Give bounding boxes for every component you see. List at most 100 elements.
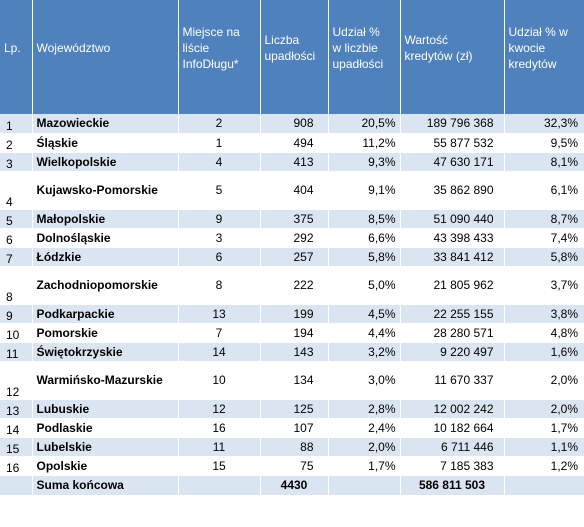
cell-udzial: 3,0% (328, 361, 401, 400)
cell-lp: 8 (0, 266, 33, 305)
cell-liczba: 143 (260, 342, 329, 362)
cell-wojewodztwo: Zachodniopomorskie (32, 266, 179, 305)
cell-liczba: 292 (260, 228, 329, 248)
cell-liczba: 413 (260, 152, 329, 172)
cell-udzial: 5,8% (328, 247, 401, 267)
cell-liczba: 125 (260, 399, 329, 419)
cell-lp: 16 (0, 456, 33, 476)
table-row: 9 Podkarpackie 13 199 4,5% 22 255 155 3,… (0, 304, 584, 324)
cell-liczba: 375 (260, 209, 329, 229)
cell-udzial: 4,4% (328, 323, 401, 343)
total-lp-empty (0, 474, 33, 496)
table-row: 14 Podlaskie 16 107 2,4% 10 182 664 1,7% (0, 418, 584, 438)
cell-miejsce: 11 (178, 437, 261, 457)
total-udzial-empty (328, 474, 401, 496)
cell-liczba: 404 (260, 171, 329, 210)
table-row: 7 Łódzkie 6 257 5,8% 33 841 412 5,8% (0, 247, 584, 267)
table-row: 11 Świętokrzyskie 14 143 3,2% 9 220 497 … (0, 342, 584, 362)
cell-udzial: 2,4% (328, 418, 401, 438)
cell-wartosc: 6 711 446 (400, 437, 505, 457)
cell-wojewodztwo: Wielkopolskie (32, 152, 179, 172)
header-wartosc: Wartość kredytów (zł) (400, 0, 505, 114)
header-row: Lp. Województwo Miejsce na liście InfoDł… (0, 0, 584, 114)
cell-udzial: 6,6% (328, 228, 401, 248)
cell-udzial: 11,2% (328, 133, 401, 153)
cell-miejsce: 6 (178, 247, 261, 267)
table-row: 5 Małopolskie 9 375 8,5% 51 090 440 8,7% (0, 209, 584, 229)
cell-lp: 11 (0, 342, 33, 362)
cell-wojewodztwo: Podlaskie (32, 418, 179, 438)
cell-miejsce: 15 (178, 456, 261, 476)
bankruptcy-table: Lp. Województwo Miejsce na liście InfoDł… (0, 0, 584, 496)
table-row: 10 Pomorskie 7 194 4,4% 28 280 571 4,8% (0, 323, 584, 343)
cell-wojewodztwo: Lubelskie (32, 437, 179, 457)
table-row: 3 Wielkopolskie 4 413 9,3% 47 630 171 8,… (0, 152, 584, 172)
cell-udzial: 9,3% (328, 152, 401, 172)
header-lp: Lp. (0, 0, 33, 114)
cell-udzial: 9,1% (328, 171, 401, 210)
cell-udzial: 4,5% (328, 304, 401, 324)
table-row: 6 Dolnośląskie 3 292 6,6% 43 398 433 7,4… (0, 228, 584, 248)
cell-wartosc: 22 255 155 (400, 304, 505, 324)
table-row: 13 Lubuskie 12 125 2,8% 12 002 242 2,0% (0, 399, 584, 419)
table-row: 12 Warmińsko-Mazurskie 10 134 3,0% 11 67… (0, 361, 584, 400)
cell-lp: 10 (0, 323, 33, 343)
cell-udzial-kwota: 1,1% (504, 437, 584, 457)
cell-liczba: 257 (260, 247, 329, 267)
cell-miejsce: 5 (178, 171, 261, 210)
cell-liczba: 107 (260, 418, 329, 438)
cell-udzial: 2,8% (328, 399, 401, 419)
cell-liczba: 194 (260, 323, 329, 343)
cell-miejsce: 10 (178, 361, 261, 400)
cell-wojewodztwo: Pomorskie (32, 323, 179, 343)
cell-miejsce: 7 (178, 323, 261, 343)
cell-wojewodztwo: Łódzkie (32, 247, 179, 267)
cell-liczba: 222 (260, 266, 329, 305)
cell-udzial-kwota: 5,8% (504, 247, 584, 267)
cell-wojewodztwo: Opolskie (32, 456, 179, 476)
total-miejsce-empty (178, 474, 261, 496)
cell-liczba: 134 (260, 361, 329, 400)
cell-wartosc: 10 182 664 (400, 418, 505, 438)
header-udzial-liczba: Udział % w liczbie upadłości (328, 0, 401, 114)
cell-miejsce: 12 (178, 399, 261, 419)
total-row: Suma końcowa 4430 586 811 503 (0, 474, 584, 496)
cell-udzial-kwota: 6,1% (504, 171, 584, 210)
cell-wartosc: 12 002 242 (400, 399, 505, 419)
cell-miejsce: 8 (178, 266, 261, 305)
cell-udzial-kwota: 1,6% (504, 342, 584, 362)
cell-miejsce: 16 (178, 418, 261, 438)
cell-wojewodztwo: Mazowieckie (32, 114, 179, 134)
cell-udzial-kwota: 8,1% (504, 152, 584, 172)
cell-lp: 15 (0, 437, 33, 457)
cell-lp: 4 (0, 171, 33, 210)
cell-wojewodztwo: Małopolskie (32, 209, 179, 229)
cell-miejsce: 9 (178, 209, 261, 229)
cell-wojewodztwo: Lubuskie (32, 399, 179, 419)
cell-wartosc: 47 630 171 (400, 152, 505, 172)
cell-liczba: 88 (260, 437, 329, 457)
cell-udzial-kwota: 9,5% (504, 133, 584, 153)
cell-udzial-kwota: 3,8% (504, 304, 584, 324)
cell-lp: 5 (0, 209, 33, 229)
header-liczba: Liczba upadłości (260, 0, 329, 114)
header-miejsce: Miejsce na liście InfoDługu* (178, 0, 261, 114)
table-row: 15 Lubelskie 11 88 2,0% 6 711 446 1,1% (0, 437, 584, 457)
table-row: 8 Zachodniopomorskie 8 222 5,0% 21 805 9… (0, 266, 584, 305)
cell-wartosc: 43 398 433 (400, 228, 505, 248)
cell-lp: 6 (0, 228, 33, 248)
cell-udzial: 3,2% (328, 342, 401, 362)
cell-wojewodztwo: Kujawsko-Pomorskie (32, 171, 179, 210)
cell-wojewodztwo: Śląskie (32, 133, 179, 153)
cell-wojewodztwo: Podkarpackie (32, 304, 179, 324)
cell-wartosc: 51 090 440 (400, 209, 505, 229)
cell-wartosc: 55 877 532 (400, 133, 505, 153)
cell-udzial-kwota: 1,7% (504, 418, 584, 438)
cell-liczba: 494 (260, 133, 329, 153)
cell-udzial: 2,0% (328, 437, 401, 457)
cell-liczba: 75 (260, 456, 329, 476)
cell-udzial-kwota: 4,8% (504, 323, 584, 343)
cell-wartosc: 7 185 383 (400, 456, 505, 476)
cell-lp: 12 (0, 361, 33, 400)
cell-udzial-kwota: 2,0% (504, 361, 584, 400)
